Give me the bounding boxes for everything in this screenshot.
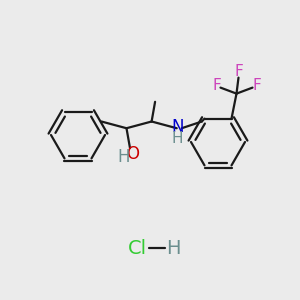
Text: H: H bbox=[172, 131, 184, 146]
Text: H: H bbox=[166, 238, 180, 257]
Text: F: F bbox=[212, 78, 221, 93]
Text: F: F bbox=[252, 78, 261, 93]
Text: O: O bbox=[127, 145, 140, 163]
Text: F: F bbox=[234, 64, 243, 79]
Text: N: N bbox=[172, 118, 184, 136]
Text: Cl: Cl bbox=[128, 238, 147, 257]
Text: H: H bbox=[118, 148, 130, 166]
